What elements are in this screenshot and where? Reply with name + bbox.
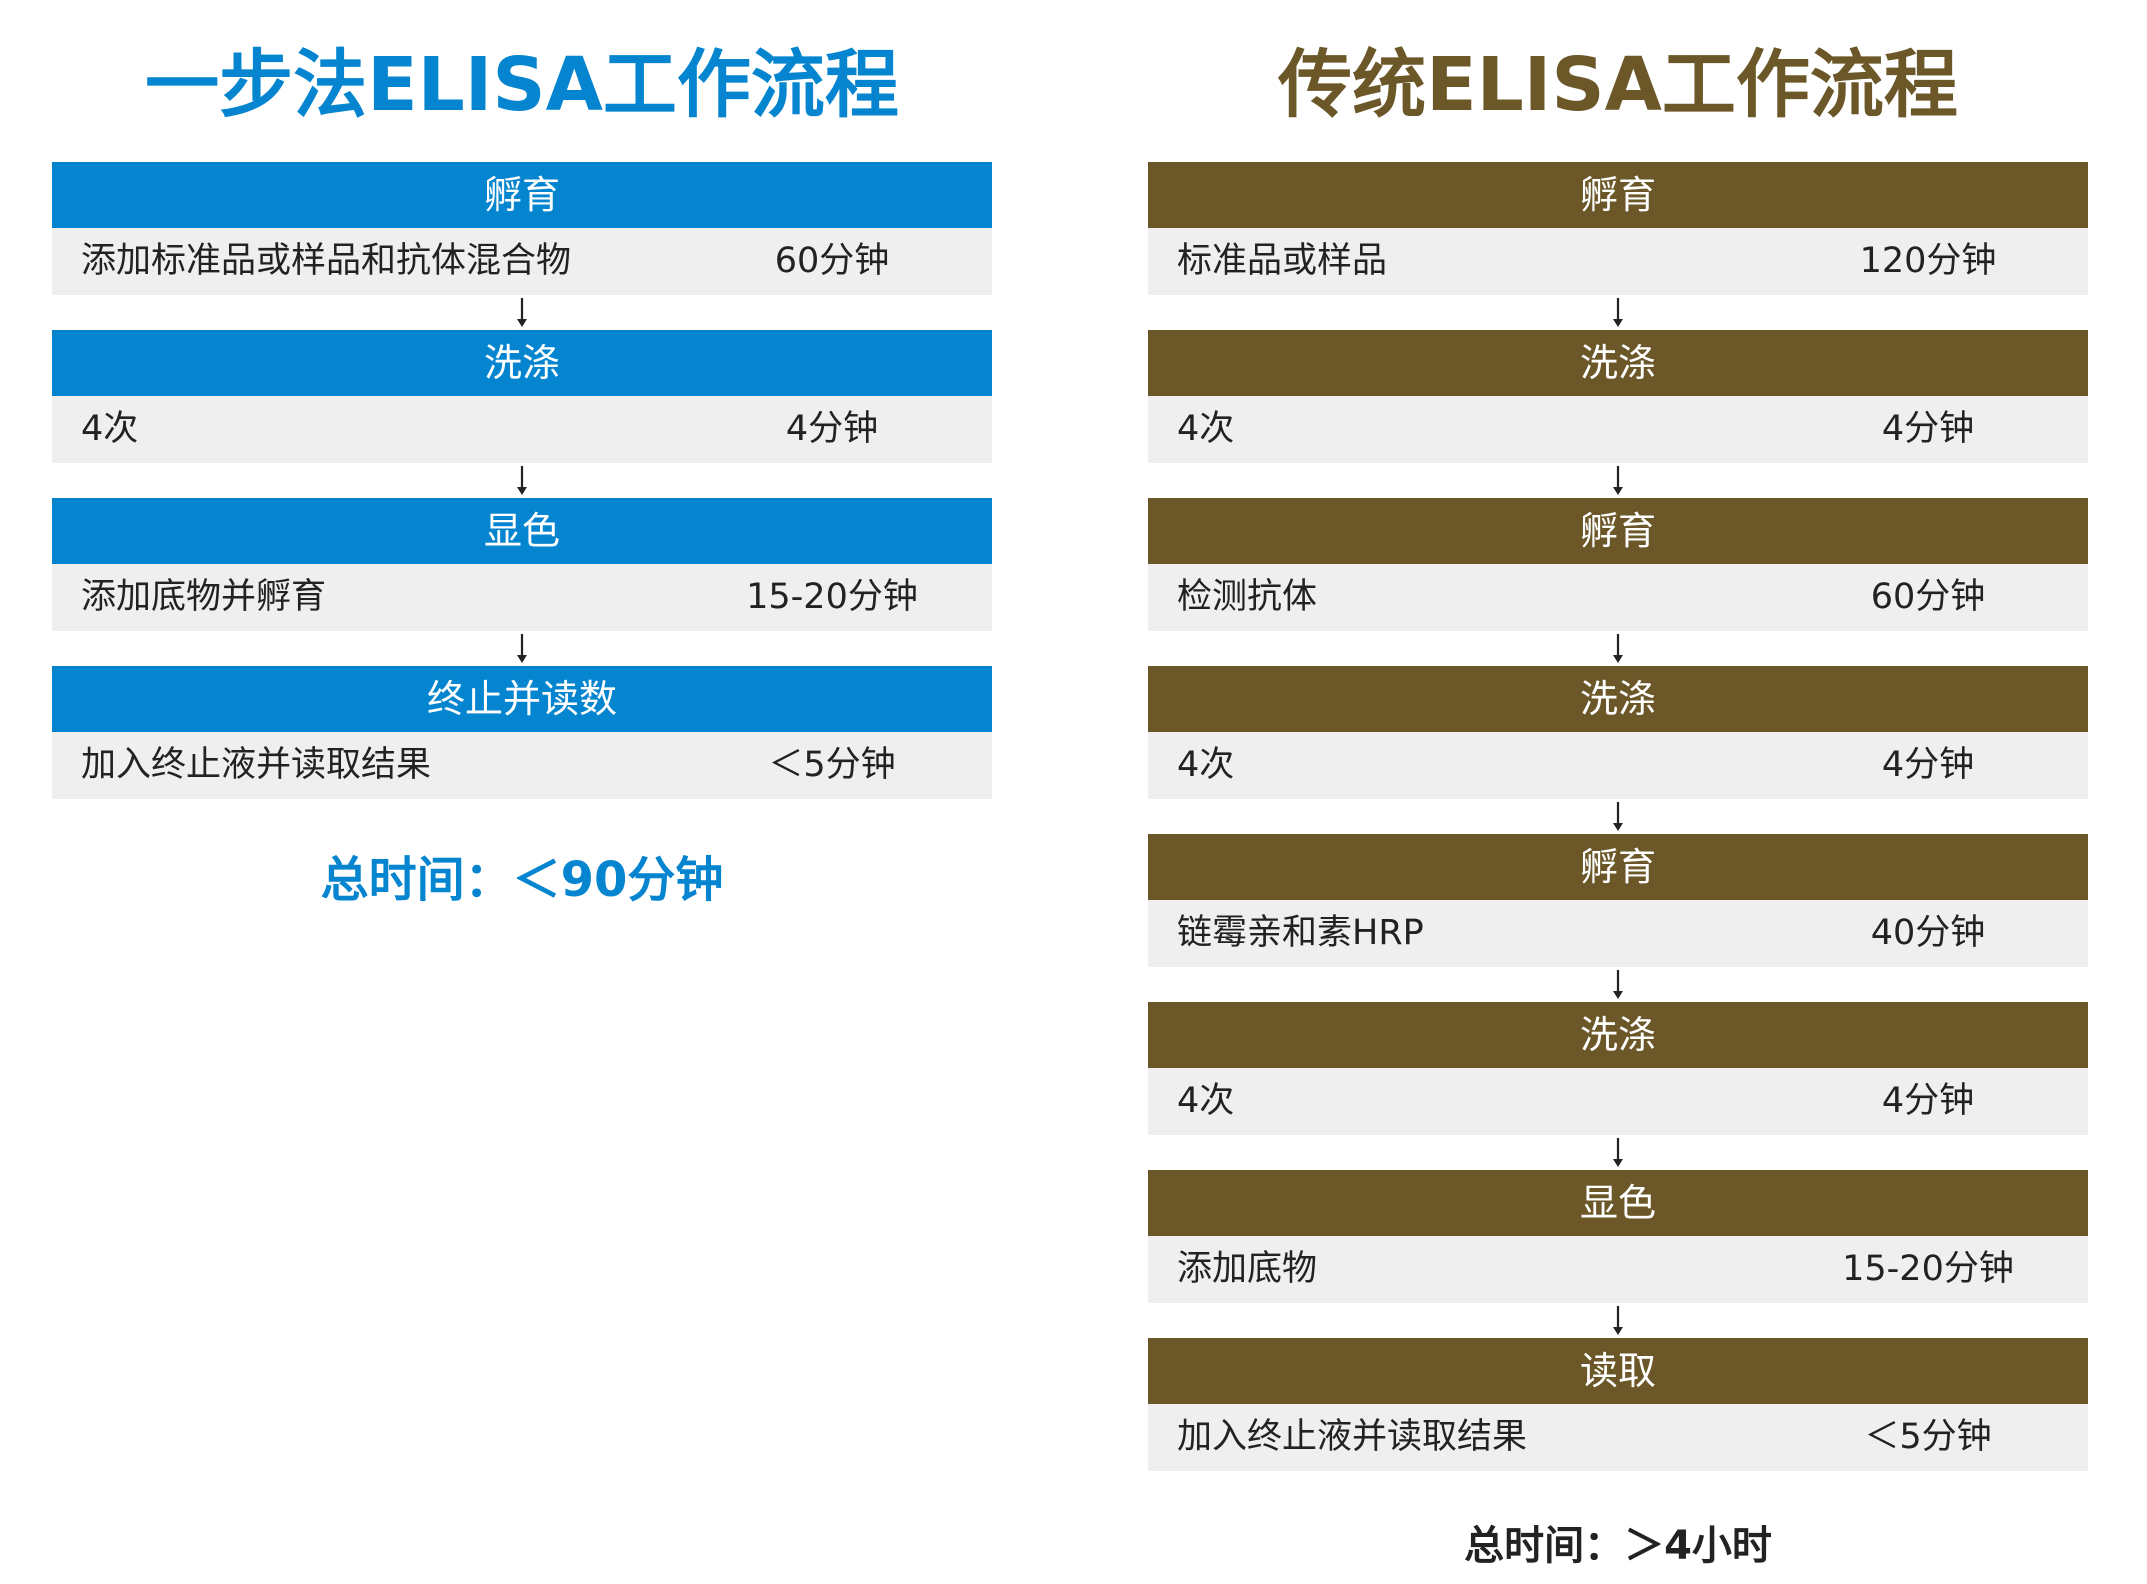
step-duration: 4分钟 xyxy=(1881,409,1975,449)
connector xyxy=(1148,295,2088,330)
down-arrow-icon xyxy=(1613,298,1623,327)
step-header: 孵育 xyxy=(1148,834,2088,900)
workflow-step: 洗涤 4次 4分钟 xyxy=(1148,1002,2088,1135)
step-header: 洗涤 xyxy=(1148,666,2088,732)
down-arrow-icon xyxy=(1613,802,1623,831)
connector xyxy=(1148,1303,2088,1338)
down-arrow-icon xyxy=(1613,1306,1623,1335)
step-duration: 4分钟 xyxy=(1881,745,1975,785)
one-step-elisa-title: 一步法ELISA工作流程 xyxy=(145,42,899,128)
step-description: 4次 xyxy=(81,409,139,449)
step-duration: 15-20分钟 xyxy=(1842,1249,2014,1289)
traditional-total-time: 总时间：＞4小时 xyxy=(1464,1523,1772,1569)
step-body: 检测抗体 60分钟 xyxy=(1148,564,2088,631)
step-description: 4次 xyxy=(1177,1081,1235,1121)
connector xyxy=(1148,463,2088,498)
step-header: 孵育 xyxy=(1148,162,2088,228)
step-duration: 4分钟 xyxy=(1881,1081,1975,1121)
down-arrow-icon xyxy=(1613,634,1623,663)
step-description: 链霉亲和素HRP xyxy=(1177,913,1424,953)
connector xyxy=(52,295,992,330)
step-description: 标准品或样品 xyxy=(1177,241,1388,281)
step-header: 孵育 xyxy=(1148,498,2088,564)
down-arrow-icon xyxy=(1613,466,1623,495)
step-body: 标准品或样品 120分钟 xyxy=(1148,228,2088,295)
step-duration: 15-20分钟 xyxy=(746,577,918,617)
step-description: 添加底物 xyxy=(1177,1249,1318,1289)
workflow-step: 终止并读数加入终止液并读取结果 ＜5分钟 xyxy=(52,666,992,799)
down-arrow-icon xyxy=(517,634,527,663)
step-body: 4次 4分钟 xyxy=(1148,1068,2088,1135)
workflow-step: 孵育标准品或样品 120分钟 xyxy=(1148,162,2088,295)
workflow-step: 读取加入终止液并读取结果 ＜5分钟 xyxy=(1148,1338,2088,1471)
step-description: 4次 xyxy=(1177,409,1235,449)
step-body: 4次 4分钟 xyxy=(1148,732,2088,799)
step-description: 添加标准品或样品和抗体混合物 xyxy=(81,241,572,281)
connector xyxy=(1148,967,2088,1002)
step-body: 加入终止液并读取结果 ＜5分钟 xyxy=(1148,1404,2088,1471)
down-arrow-icon xyxy=(517,466,527,495)
step-header: 洗涤 xyxy=(52,330,992,396)
step-duration: 60分钟 xyxy=(1870,577,1986,617)
step-body: 添加底物并孵育 15-20分钟 xyxy=(52,564,992,631)
workflow-step: 洗涤 4次 4分钟 xyxy=(1148,666,2088,799)
step-description: 检测抗体 xyxy=(1177,577,1318,617)
one-step-total-time: 总时间：＜90分钟 xyxy=(320,852,724,908)
connector xyxy=(1148,799,2088,834)
connector xyxy=(1148,631,2088,666)
one-step-workflow: 孵育添加标准品或样品和抗体混合物 60分钟洗涤 4次 4分钟显色添加底物并孵育 15-2… xyxy=(52,162,992,799)
step-header: 显色 xyxy=(1148,1170,2088,1236)
step-header: 显色 xyxy=(52,498,992,564)
workflow-step: 显色添加底物并孵育 15-20分钟 xyxy=(52,498,992,631)
step-body: 加入终止液并读取结果 ＜5分钟 xyxy=(52,732,992,799)
down-arrow-icon xyxy=(517,298,527,327)
step-body: 添加底物 15-20分钟 xyxy=(1148,1236,2088,1303)
step-duration: 60分钟 xyxy=(774,241,890,281)
step-duration: ＜5分钟 xyxy=(768,745,896,785)
traditional-workflow: 孵育 标准品或样品 120分钟 洗涤 4次 4分钟 孵育 检测抗体 60分钟 洗涤 4次 4分钟 孵育链… xyxy=(1148,162,2088,1471)
workflow-step: 孵育链霉亲和素HRP 40分钟 xyxy=(1148,834,2088,967)
workflow-step: 孵育检测抗体 60分钟 xyxy=(1148,498,2088,631)
step-body: 添加标准品或样品和抗体混合物 60分钟 xyxy=(52,228,992,295)
connector xyxy=(52,631,992,666)
step-duration: 40分钟 xyxy=(1870,913,1986,953)
connector xyxy=(1148,1135,2088,1170)
workflow-step: 洗涤 4次 4分钟 xyxy=(52,330,992,463)
step-duration: 4分钟 xyxy=(785,409,879,449)
down-arrow-icon xyxy=(1613,970,1623,999)
step-description: 加入终止液并读取结果 xyxy=(81,745,432,785)
step-description: 4次 xyxy=(1177,745,1235,785)
down-arrow-icon xyxy=(1613,1138,1623,1167)
connector xyxy=(52,463,992,498)
step-body: 4次 4分钟 xyxy=(1148,396,2088,463)
step-body: 4次 4分钟 xyxy=(52,396,992,463)
step-header: 洗涤 xyxy=(1148,1002,2088,1068)
workflow-step: 显色添加底物 15-20分钟 xyxy=(1148,1170,2088,1303)
traditional-elisa-title: 传统ELISA工作流程 xyxy=(1278,42,1958,128)
workflow-step: 孵育添加标准品或样品和抗体混合物 60分钟 xyxy=(52,162,992,295)
workflow-step: 洗涤 4次 4分钟 xyxy=(1148,330,2088,463)
step-duration: 120分钟 xyxy=(1859,241,1997,281)
step-body: 链霉亲和素HRP 40分钟 xyxy=(1148,900,2088,967)
step-header: 孵育 xyxy=(52,162,992,228)
step-header: 洗涤 xyxy=(1148,330,2088,396)
step-duration: ＜5分钟 xyxy=(1864,1417,1992,1457)
step-description: 加入终止液并读取结果 xyxy=(1177,1417,1528,1457)
step-header: 终止并读数 xyxy=(52,666,992,732)
step-description: 添加底物并孵育 xyxy=(81,577,327,617)
step-header: 读取 xyxy=(1148,1338,2088,1404)
